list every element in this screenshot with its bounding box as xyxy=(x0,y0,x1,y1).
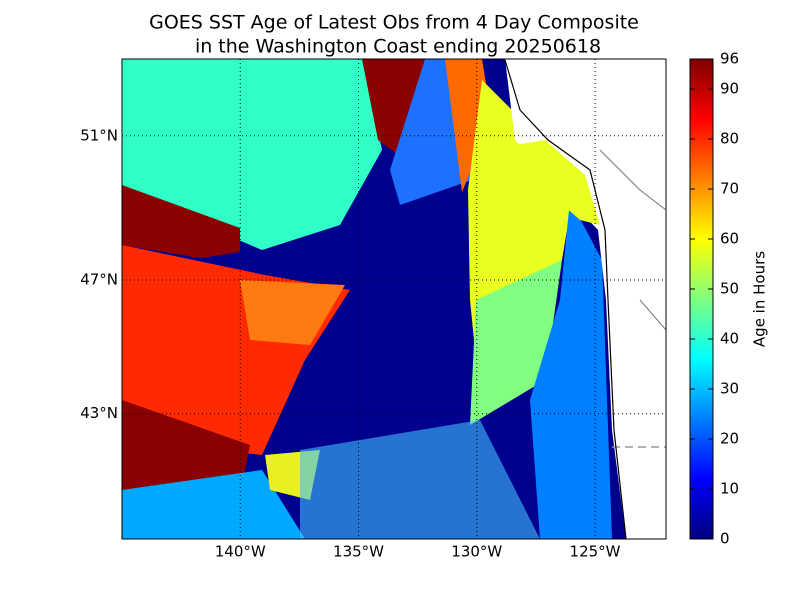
title-line: in the Washington Coast ending 20250618 xyxy=(195,36,601,58)
title-line: GOES SST Age of Latest Obs from 4 Day Co… xyxy=(149,12,639,34)
lat-tick-label: 47°N xyxy=(80,270,118,288)
lon-tick-label: 130°W xyxy=(451,543,502,561)
colorbar-tick-label: 96 xyxy=(720,50,739,68)
lon-tick-label: 125°W xyxy=(570,543,621,561)
colorbar-label: Age in Hours xyxy=(751,251,769,347)
colorbar-tick-label: 10 xyxy=(720,480,739,498)
colorbar-tick-label: 70 xyxy=(720,180,739,198)
sst-age-image xyxy=(122,59,666,539)
lon-tick-label: 135°W xyxy=(333,543,384,561)
lat-tick-label: 51°N xyxy=(80,126,118,144)
lon-tick-label: 140°W xyxy=(215,543,266,561)
map-frame xyxy=(121,58,667,540)
colorbar-tick-label: 90 xyxy=(720,80,739,98)
colorbar-tick-label: 80 xyxy=(720,130,739,148)
colorbar-tick-label: 30 xyxy=(720,380,739,398)
lat-tick-label: 43°N xyxy=(80,404,118,422)
colorbar-tick-label: 60 xyxy=(720,230,739,248)
colorbar xyxy=(689,58,714,540)
colorbar-tick-label: 40 xyxy=(720,330,739,348)
colorbar-tick-label: 50 xyxy=(720,280,739,298)
colorbar-tick-label: 0 xyxy=(720,530,730,548)
colorbar-tick-label: 20 xyxy=(720,430,739,448)
